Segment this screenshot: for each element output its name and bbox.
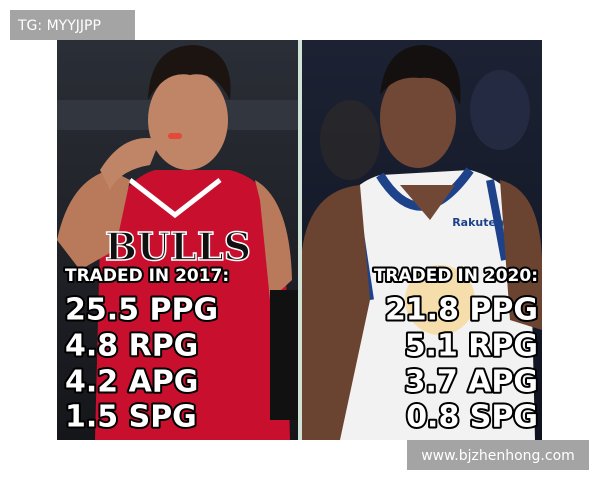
stat-line: 4.2 APG <box>65 365 198 400</box>
stat-line: 3.7 APG <box>405 365 538 400</box>
watermark-box <box>10 10 135 40</box>
right-photo: Rakuten <box>302 40 542 440</box>
watermark-top: TG: MYYJJPP <box>17 18 101 34</box>
watermark-box <box>407 440 589 470</box>
right-heading: TRADED IN 2020: <box>374 266 538 286</box>
stat-line: 0.8 SPG <box>406 400 538 435</box>
left-heading: TRADED IN 2017: <box>65 266 229 286</box>
panel-divider <box>298 40 302 440</box>
watermark-bottom: www.bjzhenhong.com <box>421 448 575 464</box>
stat-line: 25.5 PPG <box>65 293 218 328</box>
stat-line: 21.8 PPG <box>385 293 538 328</box>
jersey-text: Rakuten <box>452 216 504 229</box>
left-photo: BULLS <box>57 40 298 440</box>
stat-line: 5.1 RPG <box>405 329 538 364</box>
stat-line: 4.8 RPG <box>65 329 198 364</box>
jersey-text: BULLS <box>105 224 251 269</box>
stat-line: 1.5 SPG <box>65 400 197 435</box>
